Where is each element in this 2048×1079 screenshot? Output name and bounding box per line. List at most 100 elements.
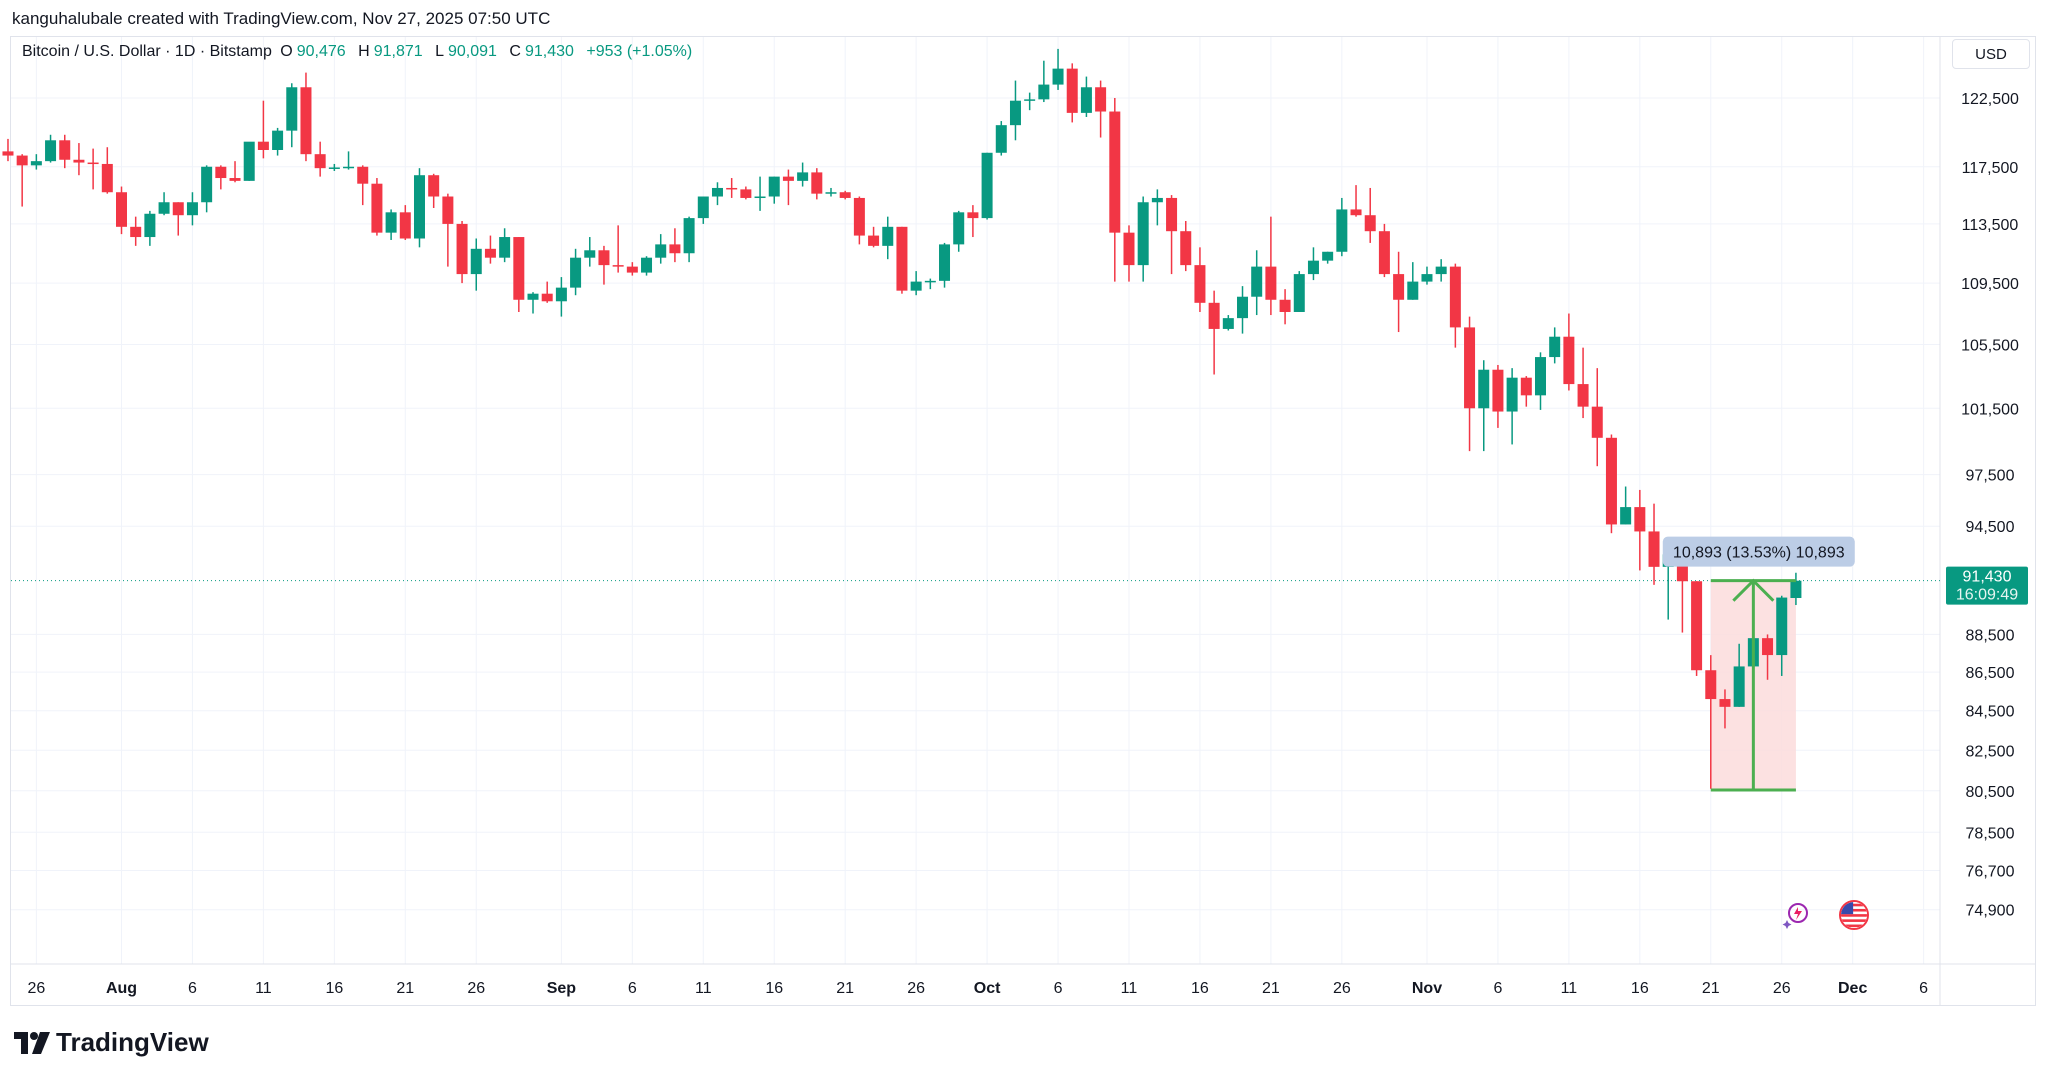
- candle-up: [201, 166, 213, 203]
- candle-down: [1378, 231, 1390, 275]
- candle-up: [655, 244, 667, 258]
- candle-down: [1180, 231, 1192, 266]
- price-tick-label: 117,500: [1962, 160, 2019, 177]
- candle-up: [413, 175, 425, 239]
- low-value: 90,091: [448, 43, 497, 60]
- candle-down: [2, 151, 14, 156]
- time-tick-label: 11: [1121, 980, 1138, 997]
- high-label: H: [358, 43, 370, 60]
- candle-down: [1364, 215, 1376, 232]
- candle-up: [1307, 260, 1319, 275]
- time-tick-label: 16: [1191, 980, 1209, 997]
- sparkle-icon[interactable]: [1781, 900, 1811, 930]
- time-tick-label: 6: [628, 980, 637, 997]
- time-tick-label: 16: [1631, 980, 1649, 997]
- candle-up: [1038, 84, 1050, 100]
- candle-down: [1563, 336, 1575, 385]
- candle-down: [1648, 531, 1660, 567]
- candle-up: [1549, 336, 1561, 358]
- candle-down: [257, 141, 269, 150]
- candle-down: [371, 183, 383, 233]
- candle-down: [357, 166, 369, 184]
- candle-up: [1776, 597, 1788, 656]
- time-tick-label: 26: [1333, 980, 1351, 997]
- price-tick-label: 113,500: [1962, 217, 2019, 234]
- time-tick-label: Sep: [547, 980, 577, 997]
- candle-down: [868, 235, 880, 246]
- candle-down: [428, 175, 440, 197]
- candle-up: [1435, 266, 1447, 275]
- candle-up: [527, 293, 539, 300]
- candle-up: [953, 212, 965, 245]
- last-price-label: 91,430: [1963, 569, 2012, 586]
- us-flag-icon[interactable]: [1839, 900, 1869, 930]
- candle-down: [1350, 209, 1362, 216]
- measure-label: 10,893 (13.53%) 10,893: [1673, 545, 1845, 562]
- time-tick-label: 6: [1493, 980, 1502, 997]
- currency-button[interactable]: USD: [1952, 39, 2030, 69]
- candle-down: [1705, 670, 1717, 700]
- time-tick-label: 6: [1054, 980, 1063, 997]
- candle-up: [343, 166, 355, 169]
- candle-down: [1591, 406, 1603, 438]
- candle-down: [1095, 87, 1107, 112]
- candle-up: [1251, 266, 1263, 297]
- price-tick-label: 122,500: [1961, 91, 2019, 108]
- candle-down: [101, 163, 113, 193]
- price-tick-label: 105,500: [1961, 338, 2019, 355]
- candle-down: [853, 197, 865, 236]
- candle-up: [711, 187, 723, 197]
- candle-up: [1024, 99, 1036, 101]
- candle-up: [910, 281, 922, 291]
- candle-up: [1733, 666, 1745, 707]
- price-tick-label: 101,500: [1961, 401, 2019, 418]
- time-tick-label: Nov: [1412, 980, 1442, 997]
- price-tick-label: 86,500: [1966, 665, 2015, 682]
- price-tick-label: 88,500: [1966, 627, 2015, 644]
- candle-down: [399, 212, 411, 239]
- candle-down: [16, 155, 28, 166]
- candle-up: [243, 141, 255, 181]
- time-tick-label: 21: [836, 980, 854, 997]
- price-tick-label: 94,500: [1966, 519, 2015, 536]
- candle-down: [116, 192, 127, 227]
- close-label: C: [509, 43, 521, 60]
- candle-down: [626, 266, 638, 273]
- candle-up: [1222, 318, 1234, 329]
- time-tick-label: Aug: [106, 980, 137, 997]
- time-tick-label: 6: [188, 980, 197, 997]
- candle-up: [882, 226, 894, 246]
- symbol-title[interactable]: Bitcoin / U.S. Dollar · 1D · Bitstamp: [22, 43, 272, 60]
- candle-down: [1393, 274, 1405, 300]
- candle-up: [158, 202, 170, 214]
- candle-down: [1691, 581, 1703, 671]
- candle-up: [754, 196, 766, 199]
- candle-down: [456, 223, 468, 275]
- candle-up: [470, 248, 482, 275]
- candle-down: [1123, 232, 1135, 266]
- candle-up: [641, 257, 653, 273]
- time-tick-label: 26: [27, 980, 45, 997]
- candle-up: [1137, 202, 1149, 266]
- low-label: L: [435, 43, 444, 60]
- time-tick-label: 21: [396, 980, 414, 997]
- price-tick-label: 82,500: [1966, 743, 2015, 760]
- candle-down: [484, 248, 496, 258]
- candle-down: [1520, 377, 1532, 396]
- candle-up: [1336, 209, 1348, 252]
- price-tick-label: 76,700: [1966, 864, 2015, 881]
- candle-down: [1449, 266, 1461, 328]
- chart-pane[interactable]: [10, 36, 2036, 1006]
- candle-down: [1194, 265, 1206, 303]
- candle-up: [1407, 281, 1419, 300]
- candle-down: [87, 162, 99, 165]
- price-tick-label: 109,500: [1961, 276, 2019, 293]
- candle-up: [555, 287, 567, 302]
- candle-down: [1265, 266, 1277, 300]
- candle-down: [1492, 369, 1504, 412]
- candle-up: [1620, 507, 1632, 525]
- close-value: 91,430: [524, 43, 574, 60]
- candle-down: [1719, 699, 1731, 707]
- candle-down: [967, 212, 979, 219]
